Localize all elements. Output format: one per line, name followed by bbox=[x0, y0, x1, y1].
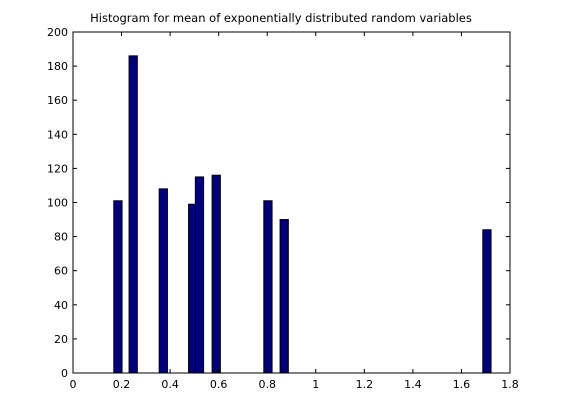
histogram-bar bbox=[113, 200, 123, 374]
x-axis: 0 0.2 0.4 0.6 0.8 1 1.2 1.4 1.6 1.8 bbox=[70, 32, 519, 391]
histogram-bar bbox=[128, 55, 138, 374]
x-tick-label: 1 bbox=[312, 378, 319, 391]
x-tick-label: 1.6 bbox=[453, 378, 471, 391]
y-tick-label: 80 bbox=[54, 231, 68, 244]
x-tick-label: 0.8 bbox=[258, 378, 276, 391]
y-tick-label: 200 bbox=[47, 26, 68, 39]
histogram-bar bbox=[158, 188, 168, 374]
y-tick-label: 40 bbox=[54, 299, 68, 312]
x-tick-label: 0 bbox=[70, 378, 77, 391]
y-tick-label: 100 bbox=[47, 197, 68, 210]
y-tick-label: 120 bbox=[47, 162, 68, 175]
x-tick-label: 1.2 bbox=[356, 378, 374, 391]
y-tick-label: 140 bbox=[47, 128, 68, 141]
histogram-bar bbox=[194, 176, 205, 374]
plot-frame bbox=[72, 31, 511, 374]
x-tick-label: 0.2 bbox=[113, 378, 131, 391]
y-tick-label: 60 bbox=[54, 265, 68, 278]
chart-title: Histogram for mean of exponentially dist… bbox=[90, 11, 472, 25]
plot-area bbox=[72, 31, 511, 374]
x-tick-label: 1.4 bbox=[404, 378, 422, 391]
histogram-bar bbox=[482, 229, 492, 374]
x-tick-label: 0.6 bbox=[210, 378, 228, 391]
y-tick-label: 180 bbox=[47, 60, 68, 73]
y-tick-label: 160 bbox=[47, 94, 68, 107]
y-tick-label: 0 bbox=[61, 367, 68, 380]
bars-group bbox=[113, 55, 492, 374]
y-axis: 0 20 40 60 80 100 120 140 160 180 200 bbox=[47, 26, 510, 380]
histogram-bar bbox=[279, 219, 289, 374]
y-tick-label: 20 bbox=[54, 333, 68, 346]
histogram-bar bbox=[263, 200, 273, 374]
x-tick-label: 0.4 bbox=[161, 378, 179, 391]
x-tick-label: 1.8 bbox=[501, 378, 519, 391]
histogram-bar bbox=[211, 174, 221, 374]
